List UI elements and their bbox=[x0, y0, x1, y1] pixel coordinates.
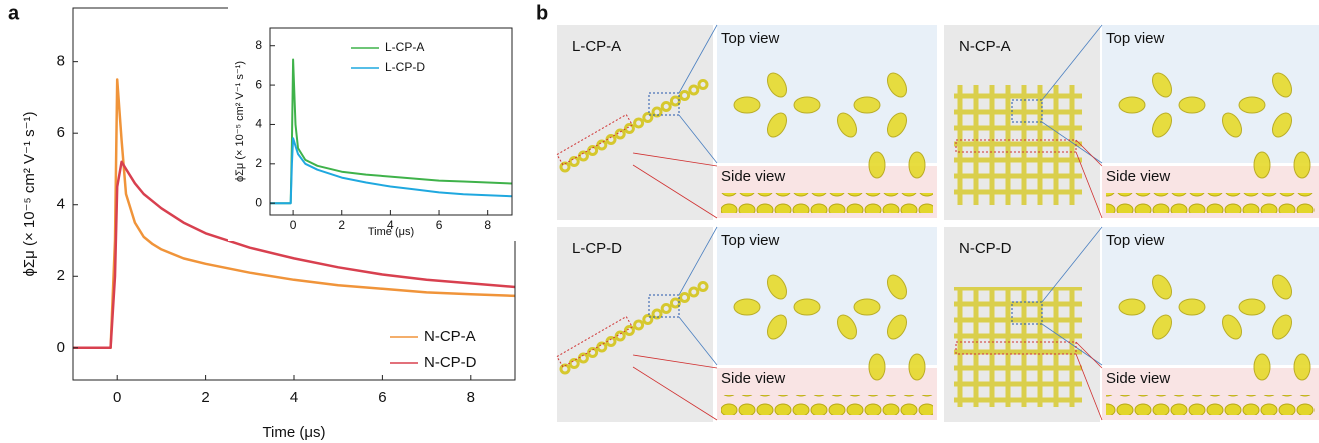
orbital bbox=[734, 97, 760, 113]
orbital bbox=[909, 152, 925, 178]
y-tick-label: 0 bbox=[57, 339, 65, 356]
orbital bbox=[1179, 97, 1205, 113]
orbital bbox=[1294, 354, 1310, 380]
structure-name: N-CP-D bbox=[959, 240, 1012, 257]
y-tick-label: 8 bbox=[255, 38, 262, 52]
y-tick-label: 6 bbox=[57, 124, 65, 141]
legend-label: L-CP-D bbox=[385, 60, 425, 74]
orbital bbox=[1254, 354, 1270, 380]
orbital bbox=[854, 299, 880, 315]
x-tick-label: 8 bbox=[484, 218, 491, 232]
top-view-label: Top view bbox=[1106, 232, 1165, 249]
orbital bbox=[869, 152, 885, 178]
y-tick-label: 6 bbox=[255, 77, 262, 91]
legend-label: N-CP-D bbox=[424, 354, 477, 371]
network bbox=[954, 287, 1082, 407]
orbital bbox=[734, 299, 760, 315]
top-view-label: Top view bbox=[721, 232, 780, 249]
side-strip bbox=[1106, 395, 1315, 415]
orbital bbox=[1239, 299, 1265, 315]
legend-label: N-CP-A bbox=[424, 328, 476, 345]
top-view-label: Top view bbox=[1106, 30, 1165, 47]
y-tick-label: 4 bbox=[57, 196, 65, 213]
figure: a b 0 2 4 6 8 0 2 4 6 8 Time (μs) ϕΣμ (× 10⁻⁵ cm² V… bbox=[0, 0, 1319, 443]
side-strip bbox=[1106, 193, 1315, 213]
x-tick-label: 6 bbox=[436, 218, 443, 232]
x-tick-label: 2 bbox=[201, 389, 209, 406]
orbital bbox=[854, 97, 880, 113]
structure-name: L-CP-A bbox=[572, 38, 621, 55]
legend-label: L-CP-A bbox=[385, 40, 424, 54]
side-view-label: Side view bbox=[1106, 370, 1170, 387]
network bbox=[954, 85, 1082, 205]
structure-name: L-CP-D bbox=[572, 240, 622, 257]
x-tick-label: 0 bbox=[113, 389, 121, 406]
x-tick-label: 0 bbox=[290, 218, 297, 232]
x-tick-label: 4 bbox=[290, 389, 298, 406]
y-axis-label: ϕΣμ (× 10⁻⁵ cm² V⁻¹ s⁻¹) bbox=[21, 111, 38, 276]
orbital bbox=[1179, 299, 1205, 315]
orbital bbox=[794, 97, 820, 113]
orbital bbox=[1119, 299, 1145, 315]
y-tick-label: 2 bbox=[255, 156, 262, 170]
x-tick-label: 6 bbox=[378, 389, 386, 406]
orbital bbox=[1254, 152, 1270, 178]
side-view-label: Side view bbox=[721, 370, 785, 387]
x-axis-label: Time (μs) bbox=[262, 424, 325, 441]
inset-background bbox=[228, 2, 518, 241]
y-tick-label: 2 bbox=[57, 267, 65, 284]
x-tick-label: 8 bbox=[467, 389, 475, 406]
side-view-label: Side view bbox=[1106, 168, 1170, 185]
structure-name: N-CP-A bbox=[959, 38, 1011, 55]
y-axis-label: ϕΣμ (× 10⁻⁵ cm² V⁻¹ s⁻¹) bbox=[234, 61, 246, 182]
x-axis-label: Time (μs) bbox=[368, 226, 414, 238]
panel-label: b bbox=[536, 2, 548, 24]
orbital bbox=[1294, 152, 1310, 178]
top-view-label: Top view bbox=[721, 30, 780, 47]
orbital bbox=[869, 354, 885, 380]
orbital bbox=[1119, 97, 1145, 113]
y-tick-label: 8 bbox=[57, 53, 65, 70]
y-tick-label: 0 bbox=[255, 195, 262, 209]
orbital bbox=[794, 299, 820, 315]
side-strip bbox=[721, 395, 933, 415]
panel-label: a bbox=[8, 2, 20, 24]
side-view-label: Side view bbox=[721, 168, 785, 185]
orbital bbox=[1239, 97, 1265, 113]
y-tick-label: 4 bbox=[255, 117, 262, 131]
orbital bbox=[909, 354, 925, 380]
side-strip bbox=[721, 193, 933, 213]
x-tick-label: 2 bbox=[338, 218, 345, 232]
